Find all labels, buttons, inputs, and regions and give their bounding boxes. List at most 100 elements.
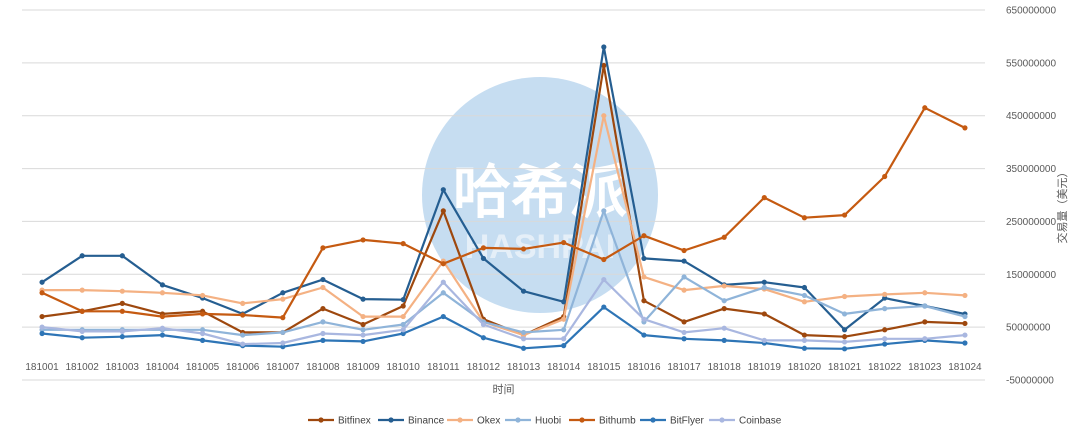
data-point	[561, 343, 567, 349]
series-line-bithumb	[41, 106, 966, 319]
data-point	[882, 295, 888, 301]
data-point	[841, 212, 848, 218]
data-point	[320, 319, 326, 325]
data-point	[922, 319, 928, 325]
data-point	[962, 313, 968, 320]
data-point	[721, 337, 727, 343]
data-point	[480, 335, 487, 341]
legend-label: BitFlyer	[670, 416, 705, 427]
data-point	[882, 341, 888, 347]
data-point	[721, 306, 727, 312]
data-point	[841, 346, 848, 352]
data-point	[320, 245, 326, 251]
data-point	[761, 195, 767, 201]
series-line-huobi	[42, 209, 966, 337]
data-point	[761, 311, 767, 317]
data-point	[440, 313, 446, 320]
x-tick-label: 181016	[627, 362, 661, 373]
data-point	[601, 113, 607, 119]
data-point	[641, 298, 647, 304]
data-point	[520, 345, 527, 351]
x-tick-label: 181013	[507, 362, 541, 373]
data-point	[601, 276, 607, 283]
data-point	[841, 327, 848, 333]
y-tick-label: 50000000	[1006, 323, 1051, 334]
x-tick-label: 181003	[106, 362, 140, 373]
data-point	[641, 255, 647, 262]
data-point	[641, 332, 647, 338]
data-point	[320, 284, 326, 291]
data-point	[199, 330, 206, 337]
series-line-coinbase	[41, 278, 966, 346]
data-point	[962, 340, 968, 346]
x-tick-label: 181007	[266, 362, 300, 373]
data-point	[440, 261, 446, 267]
legend-swatch-marker	[515, 417, 521, 423]
data-point	[801, 332, 808, 338]
data-point	[922, 290, 928, 296]
x-tick-label: 181009	[346, 362, 380, 373]
data-point	[681, 274, 687, 280]
data-point	[440, 279, 446, 285]
legend-item-okex: Okex	[447, 416, 500, 427]
data-point	[39, 324, 45, 330]
data-point	[801, 284, 808, 291]
data-point	[320, 337, 326, 343]
data-point	[641, 274, 647, 280]
data-point	[400, 321, 406, 328]
data-point	[480, 321, 487, 328]
data-point	[320, 306, 326, 312]
y-axis-title: 交易量（美元）	[1055, 167, 1069, 244]
data-point	[440, 290, 446, 296]
data-point	[280, 340, 286, 346]
series-lines	[39, 44, 968, 352]
legend-swatch-marker	[719, 417, 725, 423]
data-point	[681, 247, 687, 254]
data-point	[360, 296, 366, 302]
data-point	[801, 299, 808, 305]
data-point	[159, 325, 166, 331]
legend-label: Huobi	[535, 416, 561, 427]
series-line-okex	[42, 114, 965, 337]
data-point	[360, 313, 366, 320]
data-point	[520, 329, 527, 336]
data-point	[561, 316, 567, 322]
data-point	[39, 330, 45, 337]
data-point	[601, 44, 607, 50]
legend-label: Bitfinex	[338, 416, 371, 427]
legend-swatch-marker	[457, 417, 463, 423]
legend-label: Bithumb	[599, 416, 636, 427]
y-tick-label: -50000000	[1006, 376, 1054, 387]
legend-item-bitfinex: Bitfinex	[308, 416, 371, 427]
legend-item-coinbase: Coinbase	[709, 416, 782, 427]
data-point	[199, 337, 206, 343]
data-point	[400, 327, 406, 333]
data-point	[79, 253, 85, 259]
data-point	[841, 293, 848, 300]
y-tick-label: 650000000	[1006, 6, 1056, 17]
data-point	[400, 313, 406, 320]
y-tick-label: 450000000	[1006, 111, 1056, 122]
data-point	[320, 276, 326, 283]
data-point	[39, 279, 45, 285]
x-tick-label: 181012	[467, 362, 501, 373]
series-coinbase	[39, 276, 968, 347]
data-point	[480, 245, 487, 251]
data-point	[801, 337, 808, 343]
data-point	[761, 337, 767, 343]
x-tick-label: 181011	[427, 362, 460, 373]
data-point	[801, 345, 808, 351]
data-point	[360, 332, 366, 338]
data-point	[681, 329, 687, 336]
data-point	[922, 303, 928, 309]
data-point	[721, 234, 727, 240]
x-axis-title: 时间	[493, 383, 515, 396]
x-tick-label: 181001	[25, 362, 59, 373]
x-tick-label: 181022	[868, 362, 902, 373]
x-tick-label: 181010	[387, 362, 421, 373]
series-huobi	[39, 208, 968, 338]
data-point	[841, 334, 848, 340]
data-point	[882, 327, 888, 333]
data-point	[721, 325, 727, 331]
legend-item-bitflyer: BitFlyer	[640, 416, 705, 427]
